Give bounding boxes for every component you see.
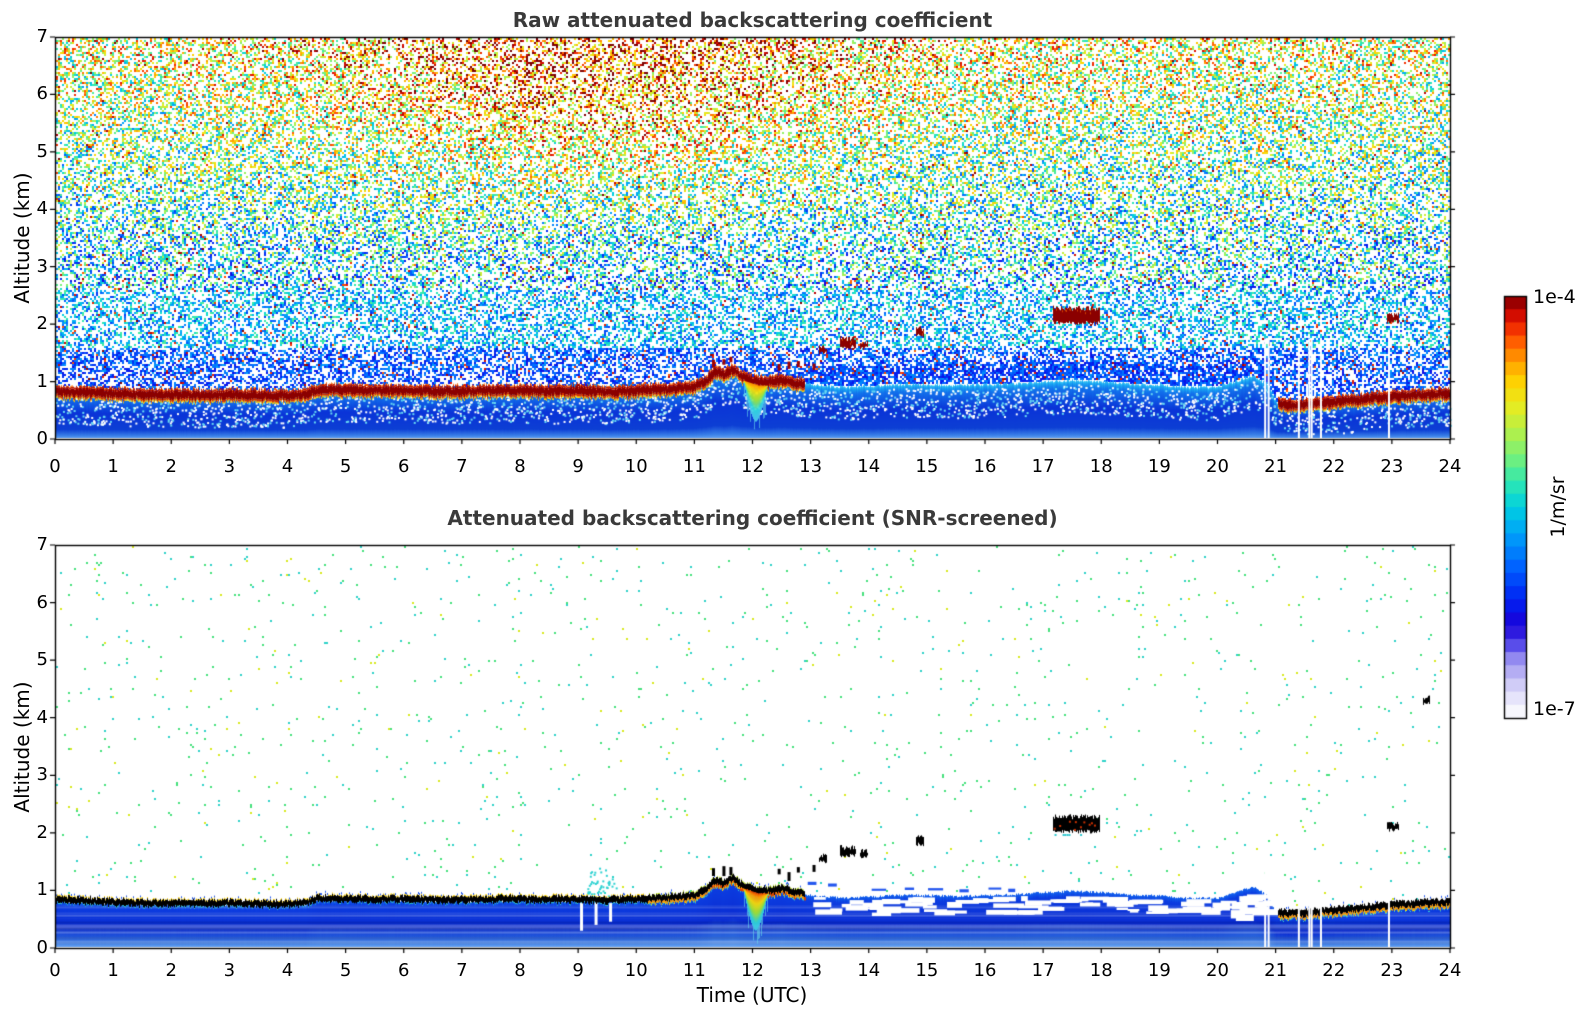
y-tick-label: 1: [36, 879, 48, 901]
x-tick-label: 24: [1438, 960, 1462, 981]
x-tick-label: 20: [1206, 456, 1229, 477]
x-tick-label: 19: [1147, 960, 1171, 981]
y-tick-label: 2: [36, 821, 48, 843]
x-tick-label: 16: [973, 960, 997, 981]
x-tick-label: 23: [1380, 960, 1404, 981]
x-tick-label: 6: [398, 456, 410, 477]
x-tick-label: 19: [1147, 456, 1171, 477]
x-tick-label: 13: [799, 456, 823, 477]
x-tick-label: 16: [973, 456, 997, 477]
x-tick-label: 24: [1438, 456, 1462, 477]
y-tick-label: 6: [36, 591, 48, 613]
x-tick-label: 7: [456, 456, 468, 477]
x-tick-label: 0: [49, 456, 61, 477]
x-tick-label: 14: [857, 456, 881, 477]
x-tick-label: 22: [1322, 456, 1346, 477]
x-tick-label: 13: [799, 960, 823, 981]
y-tick-label: 0: [36, 428, 48, 449]
x-tick-label: 21: [1264, 456, 1288, 477]
x-tick-label: 18: [1089, 456, 1113, 477]
x-tick-label: 14: [857, 960, 881, 981]
x-tick-label: 10: [624, 960, 648, 981]
x-tick-label: 17: [1031, 456, 1055, 477]
y-tick-label: 7: [36, 26, 48, 47]
x-tick-label: 8: [514, 456, 526, 477]
y-tick-label: 1: [36, 370, 48, 392]
y-tick-label: 6: [36, 83, 48, 105]
x-tick-label: 4: [281, 960, 294, 981]
x-tick-label: 11: [682, 456, 706, 477]
x-tick-label: 1: [107, 456, 119, 477]
x-tick-label: 4: [281, 456, 294, 477]
x-tick-label: 1: [107, 960, 119, 981]
x-tick-label: 0: [49, 960, 61, 981]
x-tick-label: 2: [165, 456, 177, 477]
x-tick-label: 6: [398, 960, 410, 981]
y-axis-label-bottom: Altitude (km): [10, 681, 34, 813]
x-tick-label: 15: [915, 960, 939, 981]
x-tick-label: 11: [682, 960, 706, 981]
panel-1-title: Raw attenuated backscattering coefficien…: [512, 8, 993, 32]
x-tick-label: 9: [572, 456, 584, 477]
x-tick-label: 15: [915, 456, 939, 477]
x-tick-label: 12: [741, 456, 764, 477]
y-axis-label-top: Altitude (km): [10, 172, 34, 304]
x-tick-label: 17: [1031, 960, 1055, 981]
y-tick-label: 4: [36, 706, 48, 728]
x-tick-label: 9: [572, 960, 584, 981]
x-tick-label: 21: [1264, 960, 1288, 981]
panel-2-title: Attenuated backscattering coefficient (S…: [447, 506, 1058, 530]
x-tick-label: 10: [624, 456, 648, 477]
x-tick-label: 5: [339, 960, 352, 981]
x-tick-label: 20: [1206, 960, 1229, 981]
x-axis-label: Time (UTC): [696, 983, 808, 1007]
colorbar-unit-label: 1/m/sr: [1547, 476, 1569, 538]
y-tick-label: 5: [36, 649, 48, 671]
y-tick-label: 3: [36, 255, 48, 277]
x-tick-label: 3: [223, 960, 236, 981]
colorbar-min-label: 1e-7: [1533, 698, 1576, 720]
y-tick-label: 0: [36, 937, 48, 958]
y-tick-label: 5: [36, 140, 48, 162]
y-tick-label: 2: [36, 313, 48, 335]
x-tick-label: 12: [741, 960, 764, 981]
x-tick-label: 18: [1089, 960, 1113, 981]
x-tick-label: 22: [1322, 960, 1346, 981]
x-tick-label: 3: [223, 456, 236, 477]
x-tick-label: 5: [339, 456, 352, 477]
x-tick-label: 23: [1380, 456, 1404, 477]
x-tick-label: 2: [165, 960, 177, 981]
y-tick-label: 3: [36, 764, 48, 786]
colorbar-max-label: 1e-4: [1533, 286, 1576, 308]
y-tick-label: 7: [36, 534, 48, 555]
x-tick-label: 8: [514, 960, 526, 981]
x-tick-label: 7: [456, 960, 468, 981]
y-tick-label: 4: [36, 198, 48, 220]
